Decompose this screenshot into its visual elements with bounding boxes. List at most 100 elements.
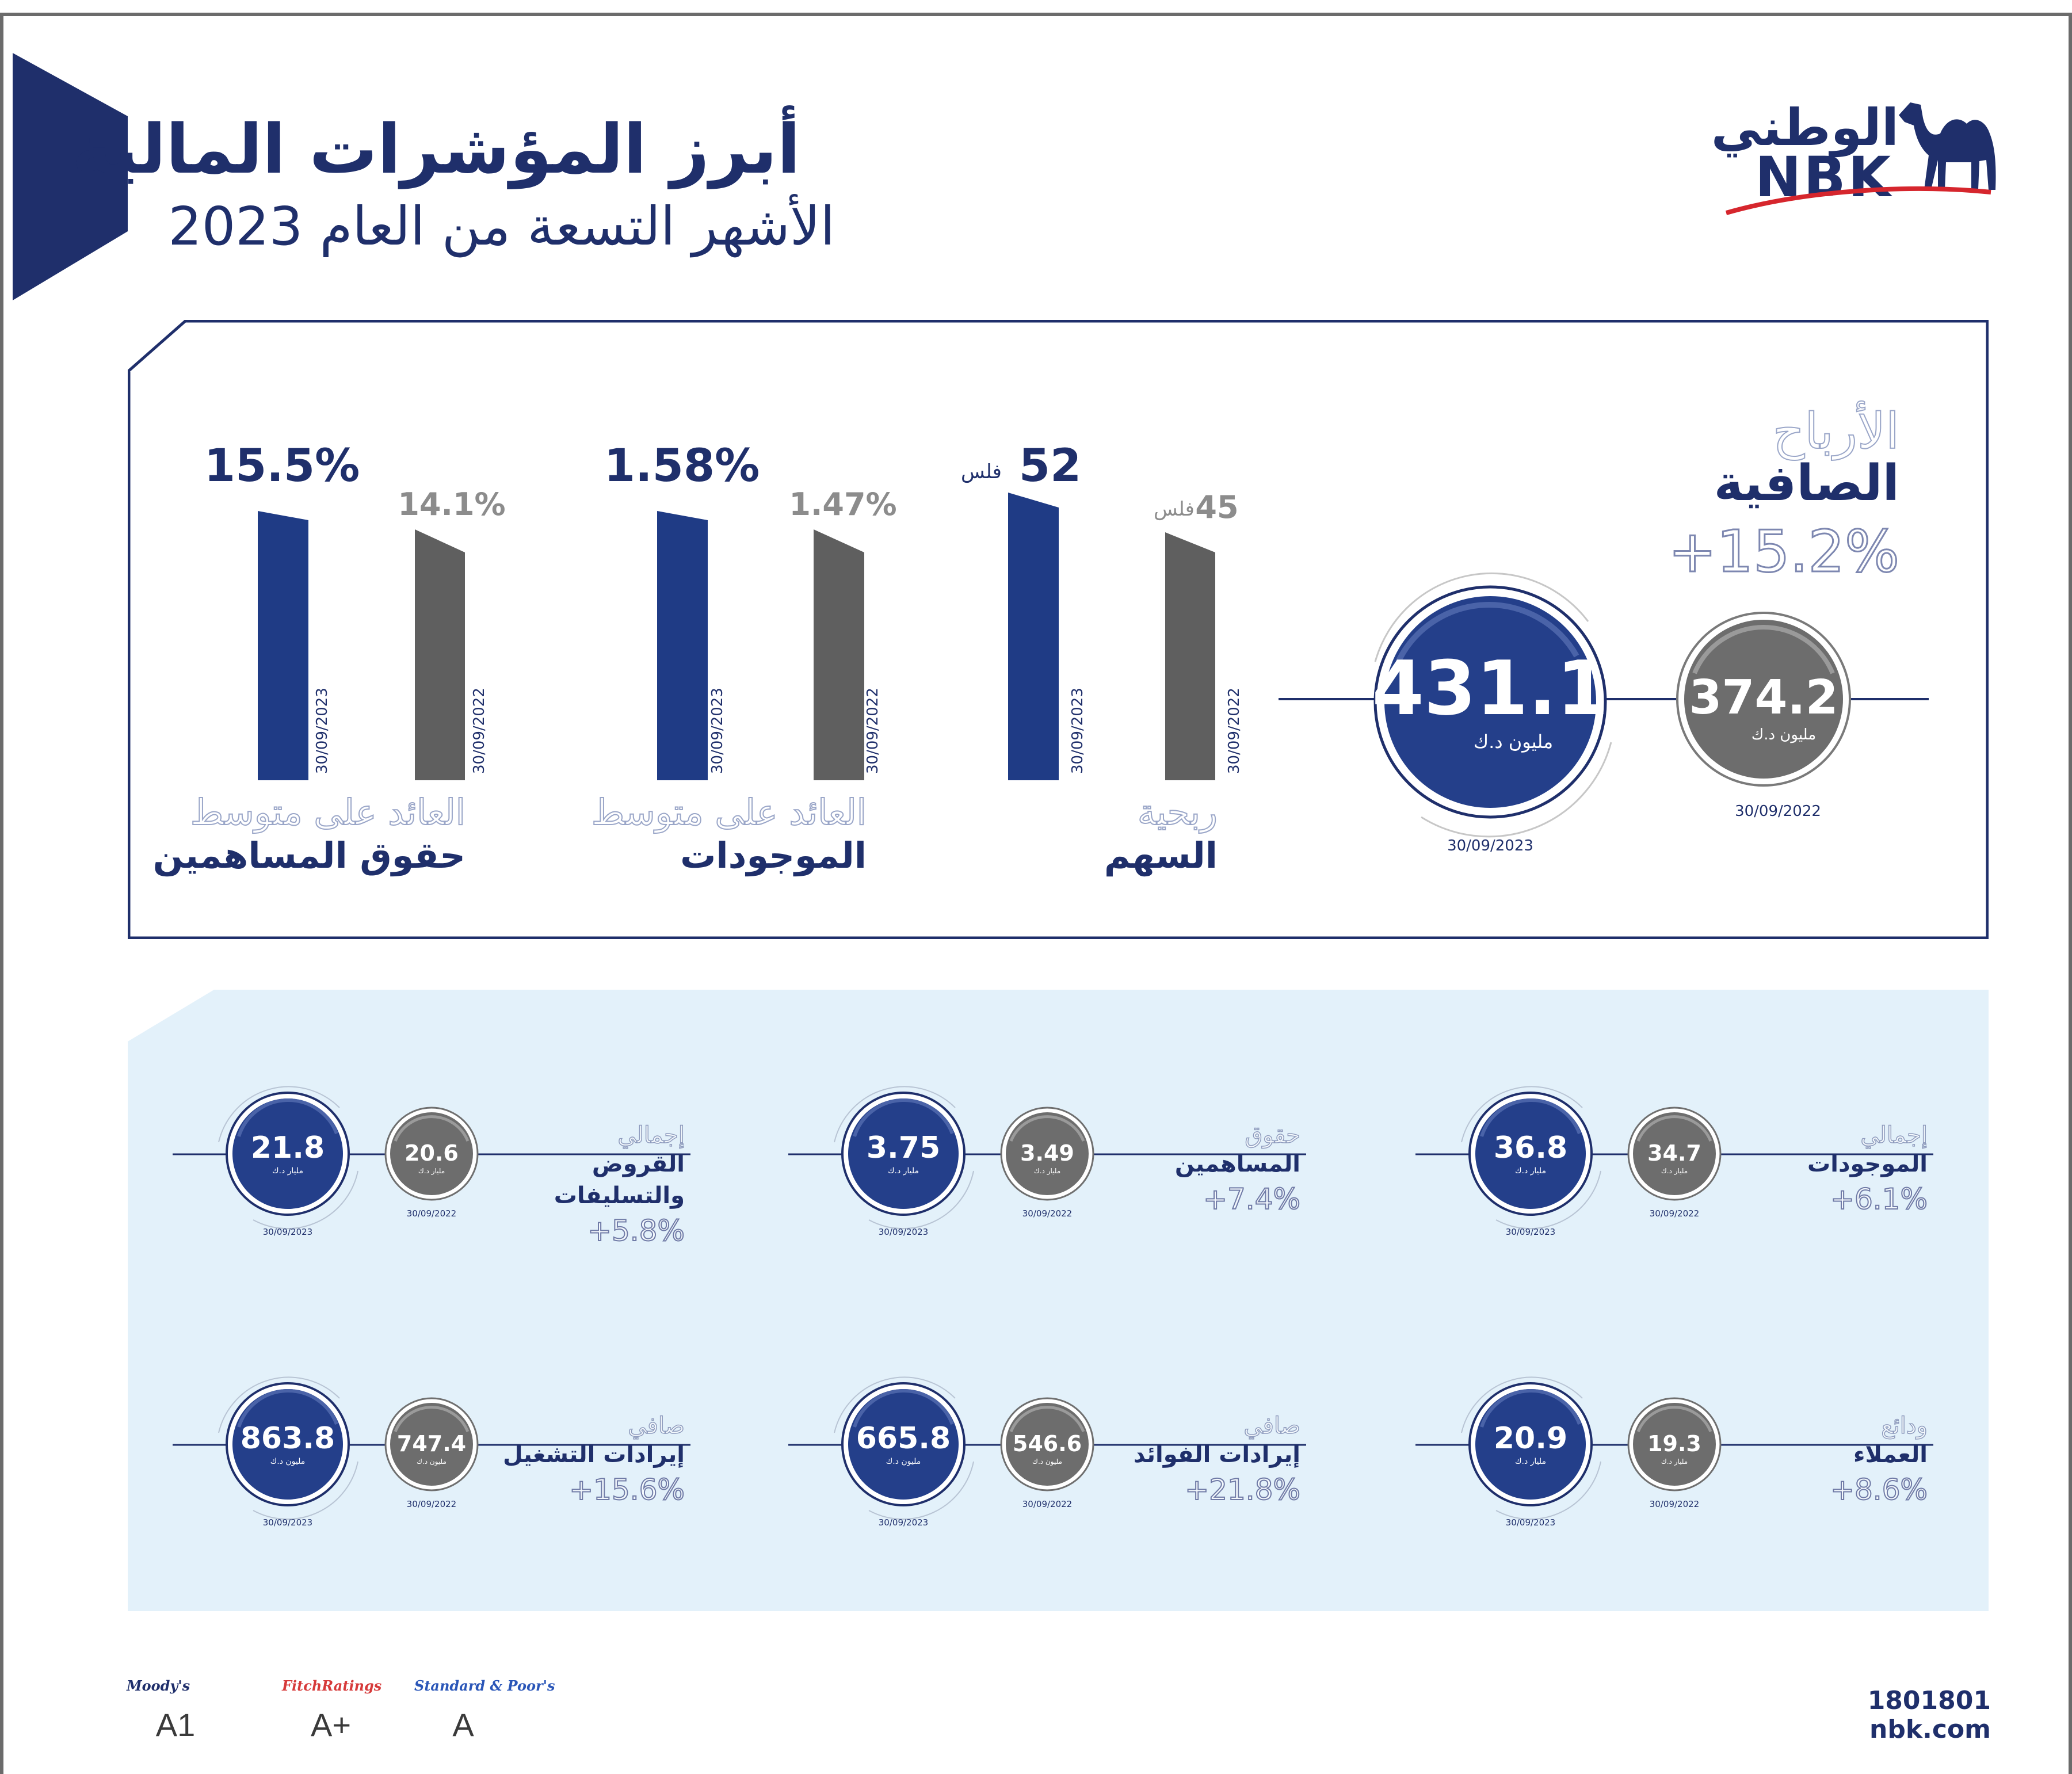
metric-shareholders-equity-change: +7.4% [1203,1182,1301,1216]
eps-current-value: 52 [1018,440,1082,492]
net-profit-previous-circle [1676,612,1851,787]
metric-total-assets-previous-unit: مليار د.ك [1661,1167,1688,1175]
camel-icon [1899,102,1996,190]
metric-customer-deposits-current-unit: مليار د.ك [1514,1457,1547,1466]
metric-net-operating-income-previous-circle [384,1397,479,1491]
metric-loans-advances-previous-circle [384,1107,479,1201]
rating-grade-moodys: A1 [155,1707,196,1743]
top-panel-frame [128,320,1989,939]
metric-total-assets-label-outline: إجمالي [1860,1121,1928,1149]
logo-swoosh [1725,186,1991,215]
net-profit-previous-value: 374.2 [1689,670,1838,725]
metric-loans-advances-previous-date: 30/09/2022 [406,1208,457,1219]
rating-agency-moodys: Moody's [127,1677,190,1694]
metric-shareholders-equity-previous-circle [1000,1107,1094,1201]
rating-agency-sp: Standard & Poor's [414,1677,555,1694]
roe-current-value: 15.5% [204,440,360,492]
eps-bars [1008,493,1215,780]
roe-previous-value: 14.1% [398,486,506,522]
metric-customer-deposits-previous-value: 19.3 [1647,1431,1701,1456]
rating-agency-fitch: FitchRatings [282,1677,382,1694]
metric-loans-advances-current-value: 21.8 [250,1131,325,1165]
net-profit-current-value: 431.1 [1372,644,1609,732]
frame-left-border [0,13,3,1774]
metric-shareholders-equity-label-outline: حقوق [1245,1121,1301,1149]
metric-loans-advances-label-bold: والتسليفات [554,1182,685,1209]
metric-total-assets-change: +6.1% [1830,1182,1928,1216]
rating-grade-sp: A [452,1707,474,1743]
page-subtitle: الأشهر التسعة من العام 2023 [168,196,835,257]
metric-loans-advances-change: +5.8% [587,1214,685,1248]
roa-label-bold: الموجودات [680,834,867,876]
metric-net-operating-income-current-circle [218,1376,358,1520]
metric-customer-deposits-label-bold: العملاء [1853,1441,1928,1468]
metric-customer-deposits-previous-date: 30/09/2022 [1649,1499,1700,1509]
metric-total-assets-previous-date: 30/09/2022 [1649,1208,1700,1219]
metrics-panel-background [128,990,1989,1611]
eps-label-outline: ربحية [1137,791,1218,834]
metric-shareholders-equity-current-date: 30/09/2023 [878,1227,929,1237]
net-profit-current-unit: مليون د.ك [1473,731,1554,753]
metric-net-operating-income-previous-value: 747.4 [396,1431,467,1456]
metric-customer-deposits-change: +8.6% [1830,1472,1928,1507]
metric-loans-advances-current-date: 30/09/2023 [262,1227,313,1237]
metric-shareholders-equity-current-value: 3.75 [866,1131,941,1165]
metric-total-assets-label-bold: الموجودات [1807,1151,1928,1177]
roa-previous-value: 1.47% [789,486,897,522]
net-profit-current-date: 30/09/2023 [1447,837,1533,854]
metric-net-operating-income-change: +15.6% [568,1472,685,1507]
metric-customer-deposits-previous-unit: مليار د.ك [1661,1458,1688,1466]
metric-net-operating-income-current-unit: مليون د.ك [270,1457,306,1466]
metric-shareholders-equity-previous-value: 3.49 [1020,1140,1074,1166]
metric-net-interest-income-previous-unit: مليون د.ك [1032,1458,1062,1466]
metric-customer-deposits-current-date: 30/09/2023 [1505,1517,1556,1528]
metric-total-assets-current-value: 36.8 [1493,1131,1568,1165]
metric-loans-advances-current-circle [218,1086,358,1230]
roe-label-outline: العائد على متوسط [190,791,466,834]
metric-net-operating-income-label-outline: صافي [628,1412,685,1440]
metric-net-interest-income-change: +21.8% [1184,1472,1301,1507]
frame-right-border [2069,13,2072,1774]
roa-bars [657,511,864,780]
metric-loans-advances-previous-value: 20.6 [405,1140,459,1166]
metric-net-interest-income-current-date: 30/09/2023 [878,1517,929,1528]
eps-current-suffix: فلس [961,460,1002,483]
metric-total-assets-current-circle [1461,1086,1601,1230]
net-profit-change: +15.2% [1667,517,1900,586]
roe-bars [258,511,465,780]
eps-previous-value: 45 [1195,489,1239,525]
frame-top-border [0,13,2072,16]
contact-website[interactable]: nbk.com [1869,1715,1991,1744]
corner-triangle-decoration [13,53,128,300]
net-profit-previous-date: 30/09/2022 [1735,803,1821,820]
eps-current-date: 30/09/2023 [1069,688,1086,774]
eps-previous-date: 30/09/2022 [1226,688,1243,774]
eps-label-bold: السهم [1104,834,1218,876]
metric-net-interest-income-previous-value: 546.6 [1012,1431,1082,1456]
metric-loans-advances-current-unit: مليار د.ك [272,1166,304,1176]
roa-current-date: 30/09/2023 [709,688,726,774]
metric-customer-deposits-label-outline: ودائع [1881,1412,1928,1440]
roe-label-bold: حقوق المساهمين [152,834,465,876]
metric-shareholders-equity-previous-date: 30/09/2022 [1022,1208,1073,1219]
metric-net-interest-income-previous-circle [1000,1397,1094,1491]
net-profit-previous-unit: مليون د.ك [1751,726,1817,743]
metric-customer-deposits-current-circle [1461,1376,1601,1520]
metric-total-assets-current-unit: مليار د.ك [1514,1166,1547,1176]
roa-current-value: 1.58% [604,440,760,492]
metric-loans-advances-label-outline: إجمالي [617,1121,685,1149]
roe-current-date: 30/09/2023 [314,688,331,774]
metric-net-operating-income-previous-date: 30/09/2022 [406,1499,457,1509]
page-title: أبرز المؤشرات المالية [71,109,800,189]
metric-shareholders-equity-previous-unit: مليار د.ك [1033,1167,1061,1175]
eps-previous-suffix: فلس [1154,498,1195,521]
metric-net-interest-income-current-unit: مليون د.ك [886,1457,921,1466]
metric-net-operating-income-current-value: 863.8 [240,1421,335,1456]
metric-net-interest-income-current-circle [834,1376,974,1520]
metric-customer-deposits-previous-circle [1627,1397,1722,1491]
net-profit-current-circle [1373,572,1612,838]
metric-total-assets-previous-value: 34.7 [1647,1140,1701,1166]
metric-net-interest-income-label-bold: إيرادات الفوائد [1133,1441,1300,1468]
metric-total-assets-current-date: 30/09/2023 [1505,1227,1556,1237]
roa-label-outline: العائد على متوسط [591,791,867,834]
